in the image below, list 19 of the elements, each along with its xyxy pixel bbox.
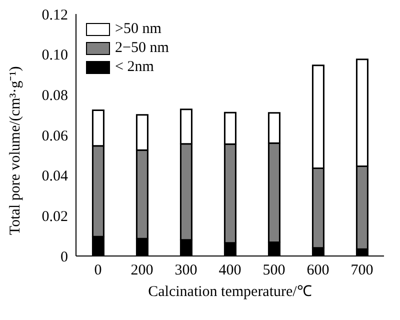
y-axis-title: Total pore volume/(cm³·g⁻¹)	[7, 66, 24, 235]
x-axis-title: Calcination temperature/℃	[148, 284, 312, 300]
x-tick-label: 0	[94, 262, 102, 279]
y-tick-label: 0.02	[42, 208, 68, 225]
legend-label: < 2nm	[115, 58, 154, 77]
legend-label: >50 nm	[115, 20, 162, 39]
y-tick-label: 0.04	[42, 168, 68, 185]
legend-label: 2−50 nm	[115, 39, 169, 58]
y-tick-label: 0.10	[42, 48, 68, 64]
y-tick-label: 0	[60, 249, 68, 266]
y-tick-label: 0.08	[42, 88, 68, 104]
x-tick-label: 700	[350, 262, 374, 279]
x-tick-label: 200	[130, 262, 154, 279]
y-tick-label: 0.12	[42, 7, 68, 24]
x-tick-label: 400	[218, 262, 242, 279]
y-tick-label: 0.06	[42, 128, 68, 144]
x-tick-label: 600	[306, 262, 330, 279]
x-tick-label: 500	[262, 262, 286, 279]
x-tick-label: 300	[174, 262, 198, 279]
